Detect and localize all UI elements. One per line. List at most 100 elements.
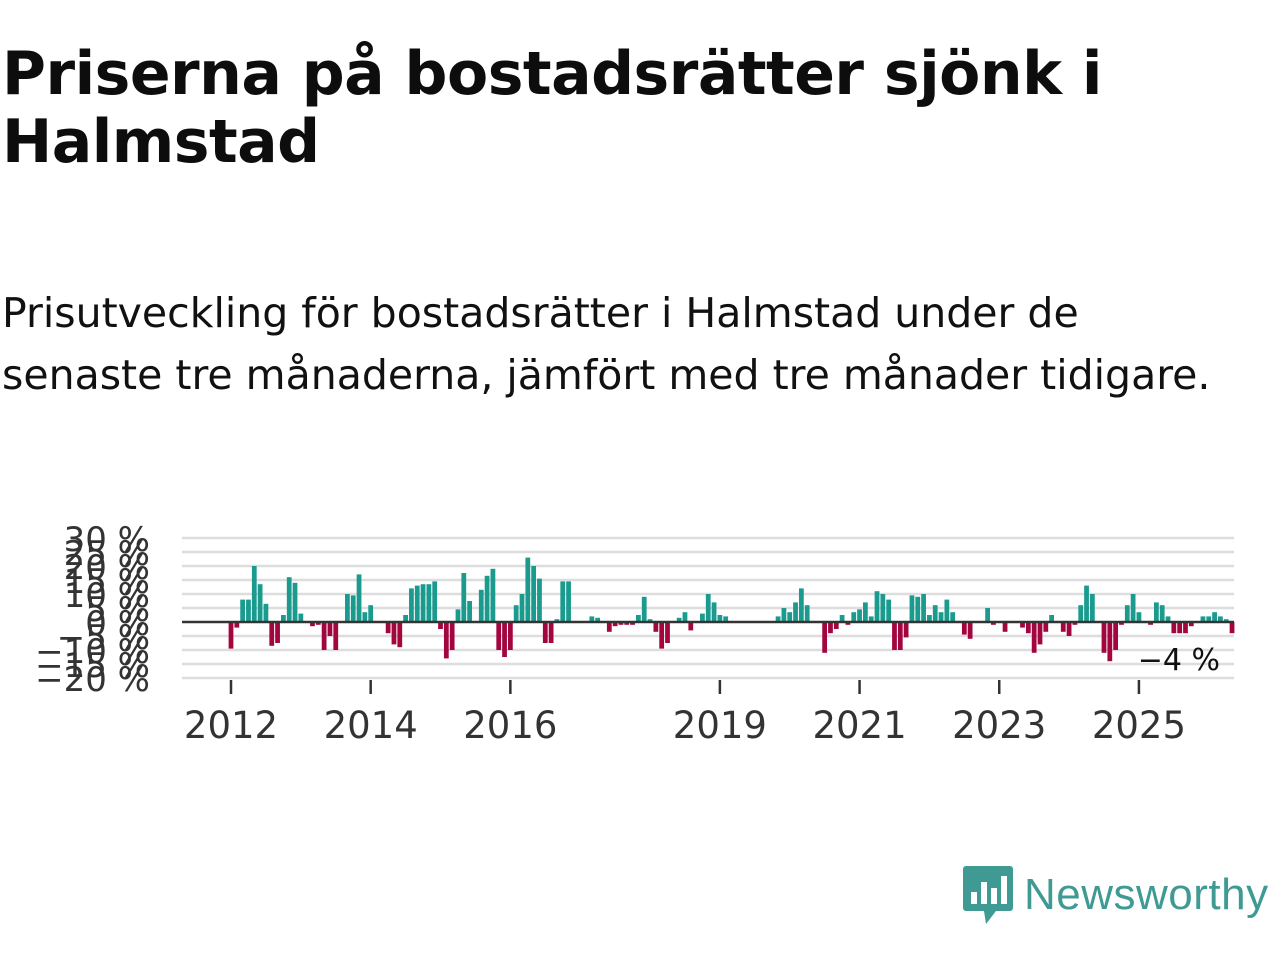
bar: [1165, 616, 1171, 622]
bar: [804, 605, 810, 622]
bar: [478, 589, 484, 622]
bar: [542, 622, 548, 643]
bar: [717, 615, 723, 622]
bar: [653, 622, 659, 632]
brand-name: Newsworthy: [1024, 870, 1269, 919]
bar: [1130, 594, 1136, 622]
bar: [961, 622, 967, 635]
bar: [519, 594, 525, 622]
bar: [321, 622, 327, 650]
newsworthy-logo-icon: [963, 866, 1013, 924]
x-tick-label: 2014: [324, 704, 418, 747]
bar: [950, 612, 956, 622]
bar: [676, 617, 682, 622]
y-tick-label: −10 %: [35, 632, 150, 672]
bar: [944, 599, 950, 622]
bar: [641, 596, 647, 622]
bar: [507, 622, 513, 650]
newsworthy-brand[interactable]: Newsworthy: [962, 860, 1269, 930]
bar: [292, 582, 298, 622]
bar: [548, 622, 554, 643]
chart-subtitle: Prisutveckling för bostadsrätter i Halms…: [2, 289, 1211, 399]
bar: [496, 622, 502, 650]
x-tick-label: 2012: [184, 704, 278, 747]
bar: [269, 622, 275, 646]
bar: [723, 616, 729, 622]
bar: [502, 622, 507, 657]
bar: [345, 594, 350, 622]
bar: [1124, 605, 1130, 622]
bar: [240, 599, 246, 622]
bar: [560, 581, 566, 622]
bar: [1101, 622, 1107, 653]
price-change-bar-chart: −20 %−15 %−10 %−5 %0 %5 %10 %15 %20 %25 …: [35, 520, 1235, 747]
bar: [525, 557, 531, 622]
x-tick-label: 2025: [1092, 704, 1186, 747]
bar: [647, 619, 653, 622]
bar: [862, 602, 868, 622]
y-tick-label: 10 %: [64, 576, 150, 616]
bar: [1171, 622, 1177, 634]
bar: [1148, 622, 1153, 625]
bar: [350, 595, 356, 622]
bar: [909, 595, 915, 622]
bar: [490, 568, 496, 622]
bar: [927, 615, 932, 622]
bar: [385, 622, 391, 634]
bar: [618, 622, 624, 625]
y-tick-label: 20 %: [64, 548, 150, 588]
bar: [234, 622, 240, 628]
bar: [1084, 585, 1089, 622]
bar: [286, 577, 292, 622]
bar: [991, 622, 996, 625]
bar: [915, 596, 921, 622]
bar: [775, 616, 781, 622]
bar: [822, 622, 828, 653]
bar: [1188, 622, 1194, 627]
bar: [414, 585, 420, 622]
bar: [1049, 615, 1055, 622]
bar: [554, 619, 560, 622]
bar: [310, 622, 315, 627]
bar: [851, 612, 857, 622]
bar: [1066, 622, 1072, 636]
bar: [391, 622, 397, 645]
bar: [1113, 622, 1119, 650]
y-tick-label: 5 %: [85, 590, 150, 630]
bar: [251, 566, 257, 622]
bar: [362, 612, 368, 622]
bar: [280, 615, 286, 622]
bar: [356, 574, 362, 622]
bar: [566, 581, 571, 622]
bar: [839, 615, 845, 622]
bar: [1218, 616, 1223, 622]
bar: [612, 622, 618, 627]
bar: [1206, 616, 1212, 622]
y-tick-label: −20 %: [35, 660, 150, 700]
bar: [595, 617, 601, 622]
bar: [461, 573, 467, 622]
bar: [449, 622, 455, 650]
bar: [432, 581, 438, 622]
bar: [443, 622, 449, 659]
bar: [484, 575, 490, 622]
x-tick-label: 2023: [952, 704, 1046, 747]
x-tick-label: 2021: [812, 704, 906, 747]
bar: [659, 622, 665, 649]
bar: [880, 594, 886, 622]
bar: [298, 613, 304, 622]
bar: [537, 578, 542, 622]
bar: [688, 622, 694, 631]
bar: [531, 566, 537, 622]
bar: [938, 612, 944, 622]
bar: [897, 622, 903, 650]
bar: [1031, 622, 1037, 653]
bar: [868, 616, 874, 622]
bar: [874, 591, 880, 622]
y-tick-label: 15 %: [64, 562, 150, 602]
bar: [513, 605, 519, 622]
bar: [1212, 612, 1217, 622]
bar: [1119, 622, 1124, 625]
bar: [828, 622, 833, 634]
bar: [1136, 612, 1142, 622]
